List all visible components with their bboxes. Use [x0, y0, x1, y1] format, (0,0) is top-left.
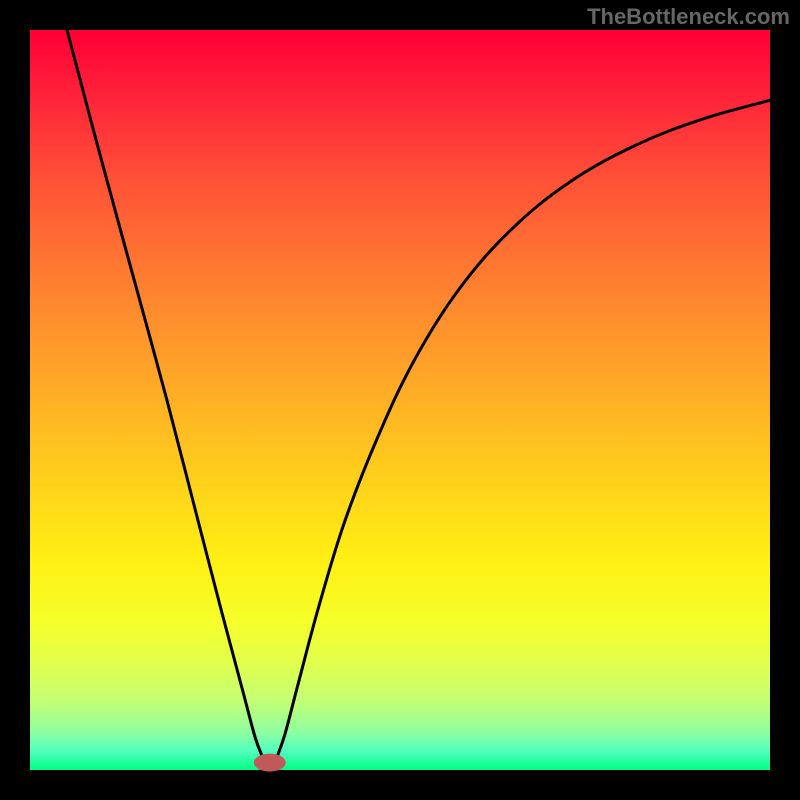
- minimum-marker: [254, 754, 286, 772]
- plot-background: [30, 30, 770, 770]
- watermark-text: TheBottleneck.com: [587, 4, 790, 30]
- bottleneck-chart: [0, 0, 800, 800]
- chart-container: TheBottleneck.com: [0, 0, 800, 800]
